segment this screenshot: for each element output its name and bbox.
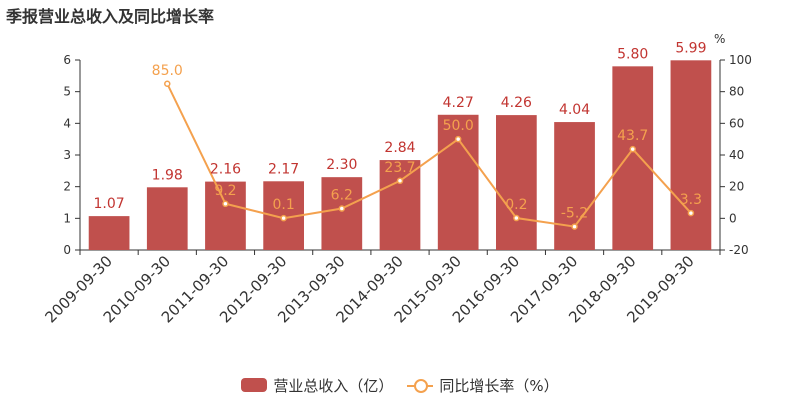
legend-line-swatch	[407, 378, 434, 393]
line-point	[396, 177, 404, 185]
legend-item-revenue[interactable]: 营业总收入（亿）	[241, 375, 393, 396]
line-value-label: 50.0	[443, 118, 474, 134]
line-point	[164, 80, 171, 87]
line-point	[454, 135, 462, 143]
line-value-label: 6.2	[331, 188, 353, 204]
data-labels: 1.07 1.98 2.16 2.17 2.30 2.84 4.27 4.26 4.04 5.80…	[94, 40, 707, 221]
bar	[88, 216, 130, 250]
growth-line	[166, 83, 692, 228]
legend-revenue-label: 营业总收入（亿）	[273, 376, 394, 395]
chart-area: 0123456-20020406080100%2009-09-302010-09…	[42, 32, 752, 326]
y-right-tick-label: 100	[729, 53, 752, 67]
bar	[379, 160, 421, 250]
y-right-tick-label: -20	[729, 243, 749, 257]
bar-value-label: 1.98	[152, 167, 183, 183]
line-point	[513, 214, 520, 222]
line-point	[687, 209, 695, 217]
y-left-tick-label: 1	[63, 211, 71, 225]
line-point	[571, 223, 578, 230]
y-right-tick-label: 0	[729, 211, 737, 225]
line-value-label: 85.0	[152, 63, 183, 79]
y-left-tick-label: 0	[63, 243, 71, 257]
bar	[146, 187, 188, 250]
line-value-label: 0.1	[273, 197, 295, 213]
y-left-tick-label: 4	[63, 116, 71, 130]
bar	[496, 115, 537, 250]
bar-value-label: 5.80	[617, 46, 648, 62]
line-value-label: 23.7	[384, 160, 415, 176]
line-series	[164, 80, 695, 230]
line-point	[338, 205, 346, 212]
bar	[670, 60, 712, 250]
y-left-tick-label: 2	[63, 180, 71, 194]
y-left-tick-label: 6	[63, 53, 71, 67]
y-right-tick-label: 80	[729, 85, 744, 99]
bar	[205, 181, 246, 250]
line-point	[280, 214, 287, 222]
chart-title: 季报营业总收入及同比增长率	[6, 7, 215, 26]
legend: 营业总收入（亿） 同比增长率（%）	[0, 374, 800, 396]
y-right-tick-label: 40	[729, 148, 744, 162]
bar-value-label: 2.17	[268, 161, 299, 177]
legend-item-growth[interactable]: 同比增长率（%）	[407, 375, 559, 396]
bar	[612, 66, 654, 250]
bar-value-label: 5.99	[675, 40, 706, 56]
bar	[554, 122, 595, 250]
y-right-axis-unit: %	[714, 32, 725, 46]
bar	[437, 114, 479, 251]
y-left-tick-label: 5	[63, 85, 71, 99]
legend-growth-label: 同比增长率（%）	[439, 376, 559, 395]
bar-value-label: 2.16	[210, 162, 241, 178]
line-value-label: 9.2	[214, 183, 236, 199]
line-value-label: 0.2	[505, 197, 527, 213]
bar-value-label: 2.30	[326, 157, 357, 173]
bar-value-label: 4.27	[443, 95, 474, 111]
bar-value-label: 4.26	[501, 95, 532, 111]
bar	[321, 177, 363, 250]
bar-value-label: 1.07	[94, 196, 125, 212]
line-value-label: 43.7	[617, 128, 648, 144]
line-value-label: -5.2	[561, 206, 588, 222]
line-point	[629, 145, 636, 153]
line-point	[222, 200, 229, 208]
bar-value-label: 4.04	[559, 102, 590, 118]
legend-bar-swatch	[241, 378, 268, 392]
line-value-label: 3.3	[680, 192, 702, 208]
bar-value-label: 2.84	[384, 140, 415, 156]
y-right-tick-label: 20	[729, 180, 744, 194]
y-left-tick-label: 3	[63, 148, 71, 162]
bar-series	[88, 60, 712, 251]
y-right-tick-label: 60	[729, 116, 744, 130]
